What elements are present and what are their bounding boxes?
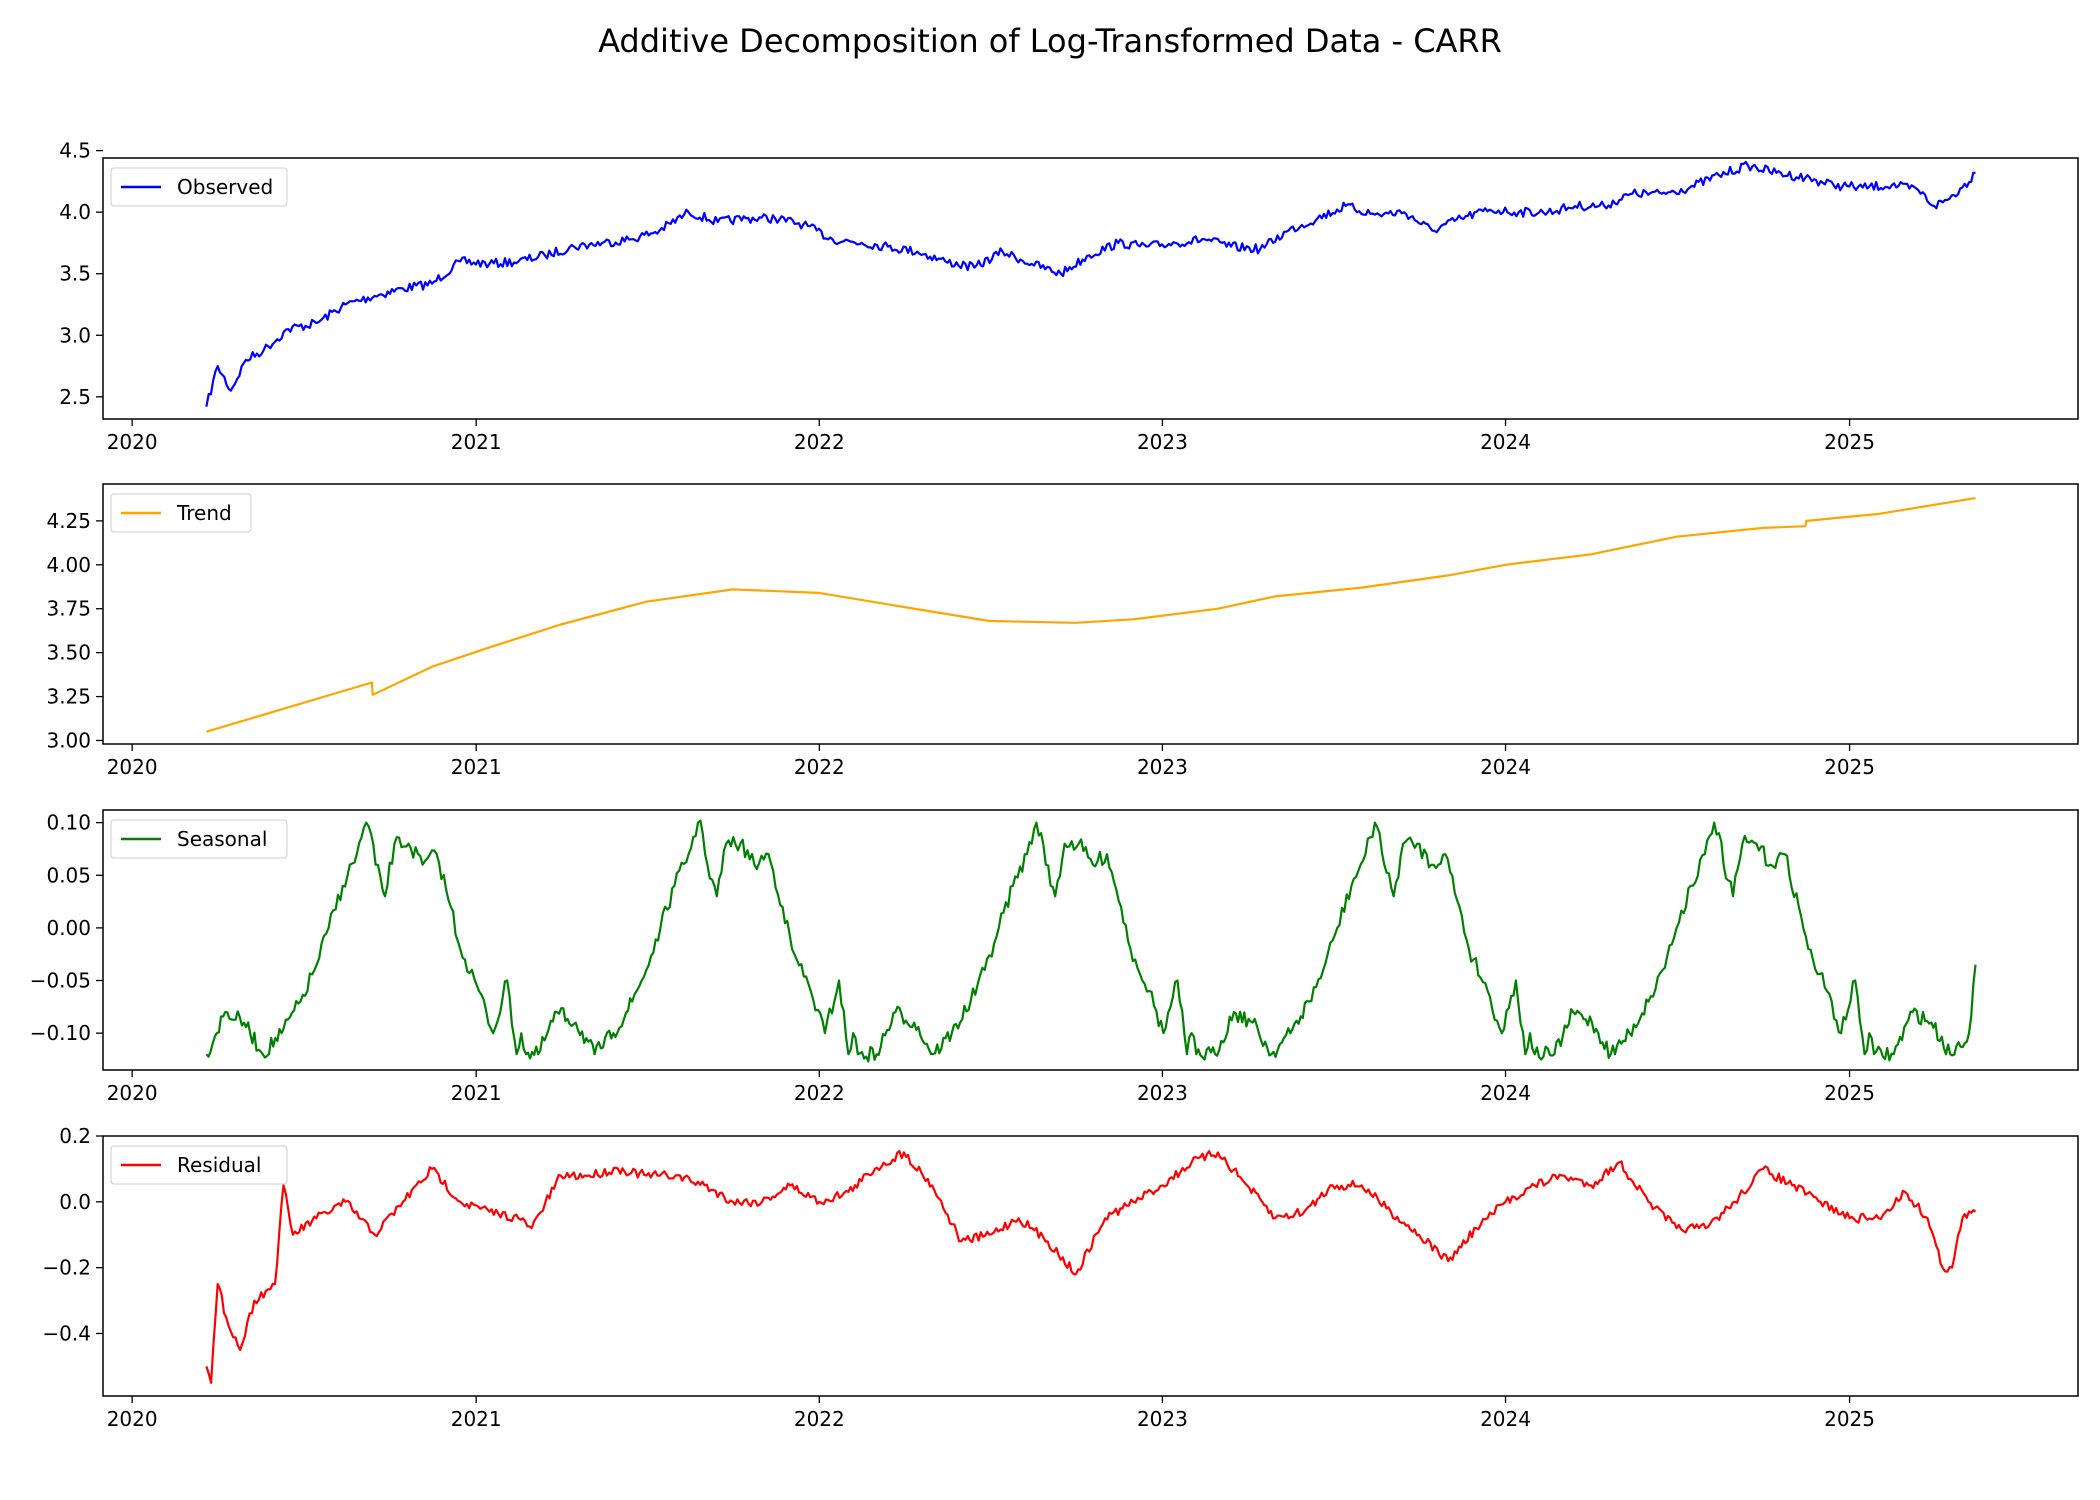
x-tick-label: 2024	[1480, 1081, 1531, 1105]
x-tick-label: 2025	[1824, 1081, 1875, 1105]
x-tick-label: 2024	[1480, 1407, 1531, 1431]
x-tick-label: 2023	[1137, 430, 1188, 454]
y-tick-label: 3.0	[59, 323, 91, 347]
x-tick-label: 2025	[1824, 1407, 1875, 1431]
legend-box	[110, 493, 252, 533]
y-tick-label: −0.2	[42, 1256, 91, 1280]
y-tick-label: 0.2	[59, 1124, 91, 1148]
panel-observed: 2.5 3.0 3.5 4.0 4.5 2020 2021 2022 2023 2024 2025 O…	[59, 139, 2079, 454]
y-tick-label: 3.75	[46, 597, 91, 621]
legend-label: Seasonal	[177, 827, 267, 851]
legend-label: Residual	[177, 1153, 261, 1177]
y-tick-label: 3.5	[59, 262, 91, 286]
legend-label: Trend	[176, 501, 232, 525]
x-tick-label: 2024	[1480, 755, 1531, 779]
y-tick-label: 0.0	[59, 1190, 91, 1214]
x-tick-label: 2023	[1137, 755, 1188, 779]
y-tick-label: −0.4	[42, 1321, 91, 1345]
plot-frame	[102, 157, 2079, 420]
y-tick-label: 2.5	[59, 385, 91, 409]
x-tick-label: 2020	[107, 1081, 158, 1105]
x-tick-label: 2022	[794, 430, 845, 454]
panel-residual: 0.2 0.0 −0.2 −0.4 2020 2021 2022 2023 2024 2025 Re…	[42, 1124, 2079, 1431]
plot-frame	[102, 1135, 2079, 1397]
legend-box	[110, 1145, 288, 1185]
series-line-observed	[205, 160, 1976, 407]
legend-box	[110, 167, 288, 207]
series-line-trend	[206, 497, 1976, 733]
plot-frame	[102, 809, 2079, 1071]
y-tick-label: 4.5	[59, 139, 91, 163]
y-tick-label: 4.0	[59, 200, 91, 224]
y-tick-label: 4.00	[46, 553, 91, 577]
y-tick-label: 3.25	[46, 685, 91, 709]
y-tick-label: 3.50	[46, 641, 91, 665]
legend-label: Observed	[177, 175, 273, 199]
x-tick-label: 2021	[451, 1407, 502, 1431]
x-tick-label: 2021	[451, 1081, 502, 1105]
y-tick-label: 0.05	[46, 863, 91, 887]
legend-box	[110, 819, 288, 859]
y-tick-label: −0.05	[30, 969, 91, 993]
y-tick-label: 4.25	[46, 509, 91, 533]
y-tick-label: −0.10	[30, 1021, 91, 1045]
x-tick-label: 2024	[1480, 430, 1531, 454]
y-tick-label: 0.00	[46, 916, 91, 940]
x-tick-label: 2025	[1824, 430, 1875, 454]
y-tick-label: 3.00	[46, 728, 91, 752]
x-tick-label: 2020	[107, 430, 158, 454]
x-tick-label: 2020	[107, 1407, 158, 1431]
panel-seasonal: 0.10 0.05 0.00 −0.05 −0.10 2020 2021 2022 2023 20…	[30, 809, 2079, 1105]
chart-title: Additive Decomposition of Log-Transforme…	[598, 22, 1502, 60]
x-tick-label: 2020	[107, 755, 158, 779]
y-tick-label: 0.10	[46, 811, 91, 835]
x-tick-label: 2023	[1137, 1081, 1188, 1105]
x-tick-label: 2022	[794, 755, 845, 779]
x-tick-label: 2021	[451, 755, 502, 779]
plot-frame	[102, 483, 2079, 745]
panel-trend: 3.00 3.25 3.50 3.75 4.00 4.25 2020 2021 2022 2023…	[46, 483, 2079, 779]
x-tick-label: 2022	[794, 1081, 845, 1105]
x-tick-label: 2021	[451, 430, 502, 454]
x-tick-label: 2025	[1824, 755, 1875, 779]
x-tick-label: 2022	[794, 1407, 845, 1431]
series-line-residual	[205, 1150, 1977, 1384]
x-tick-label: 2023	[1137, 1407, 1188, 1431]
series-line-seasonal	[205, 819, 1977, 1063]
